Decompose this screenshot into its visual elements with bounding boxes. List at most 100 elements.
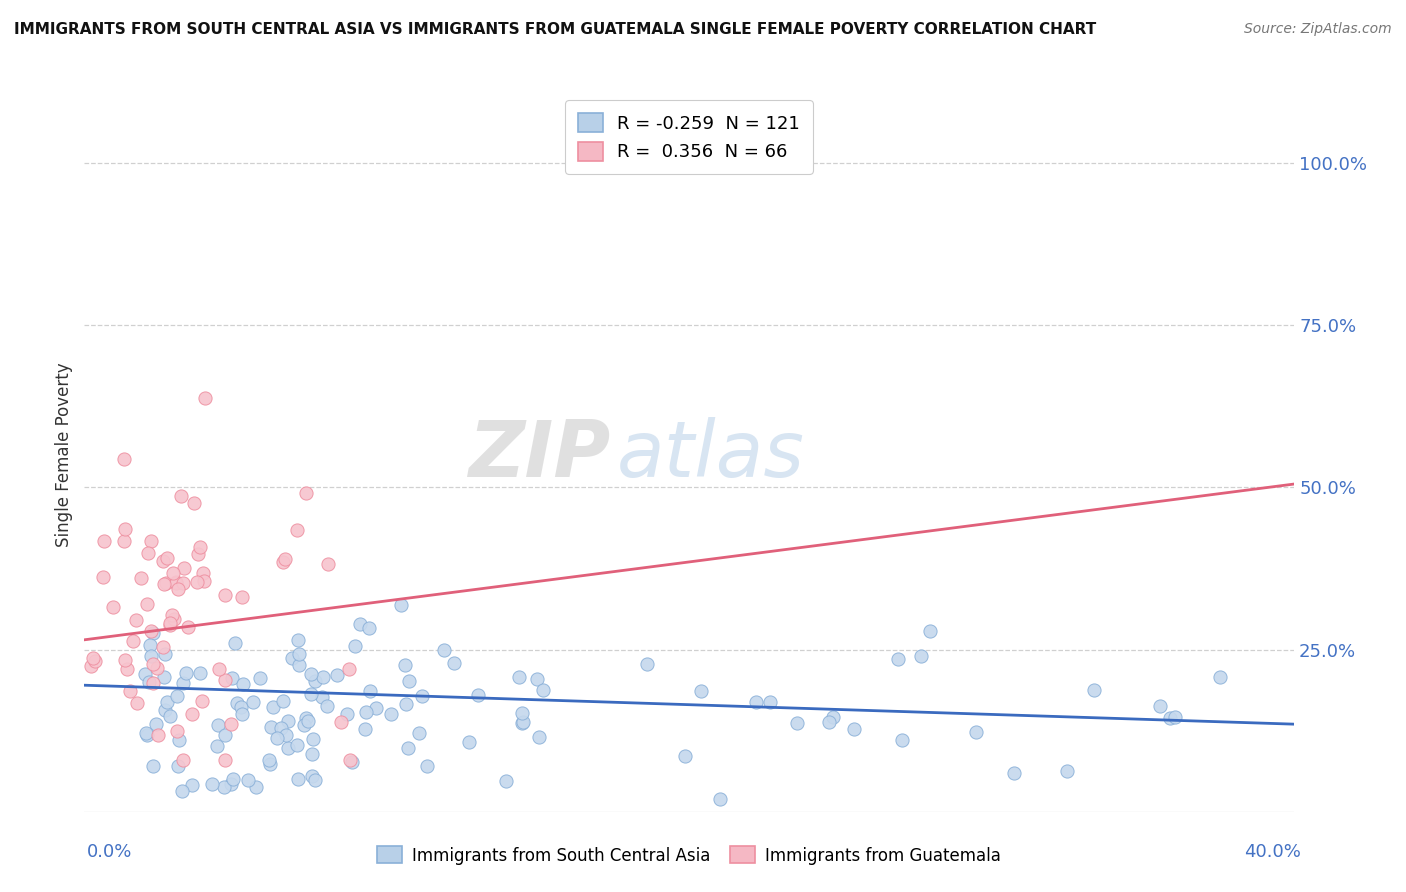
Point xyxy=(114,653,136,667)
Point xyxy=(354,723,377,737)
Point xyxy=(214,753,236,767)
Point xyxy=(214,728,236,742)
Point xyxy=(166,690,188,704)
Point xyxy=(281,651,304,665)
Point xyxy=(821,709,844,723)
Point xyxy=(458,735,481,749)
Point xyxy=(786,716,808,731)
Point xyxy=(207,717,229,731)
Text: atlas: atlas xyxy=(616,417,804,493)
Point xyxy=(356,705,378,719)
Point xyxy=(84,654,107,668)
Point xyxy=(891,733,914,747)
Point xyxy=(1149,698,1171,713)
Point xyxy=(172,676,194,690)
Point xyxy=(495,774,517,789)
Point xyxy=(359,621,381,635)
Point xyxy=(259,757,281,772)
Point xyxy=(271,694,294,708)
Point xyxy=(153,577,176,591)
Point xyxy=(297,714,319,729)
Point xyxy=(510,716,533,731)
Point xyxy=(191,694,214,708)
Point xyxy=(219,777,242,791)
Point xyxy=(224,636,246,650)
Point xyxy=(193,574,215,588)
Point xyxy=(125,613,148,627)
Point xyxy=(155,703,177,717)
Point xyxy=(339,753,361,767)
Point xyxy=(167,582,190,597)
Point xyxy=(169,489,191,503)
Point xyxy=(285,738,308,752)
Point xyxy=(229,700,252,714)
Point xyxy=(214,588,236,602)
Point xyxy=(389,598,412,612)
Point xyxy=(186,574,208,589)
Point xyxy=(162,566,184,581)
Text: Source: ZipAtlas.com: Source: ZipAtlas.com xyxy=(1244,22,1392,37)
Point xyxy=(1002,765,1025,780)
Point xyxy=(146,660,169,674)
Point xyxy=(141,624,163,639)
Point xyxy=(259,753,281,767)
Point xyxy=(262,699,284,714)
Point xyxy=(288,647,311,661)
Point xyxy=(359,684,381,698)
Point xyxy=(222,772,245,786)
Point xyxy=(167,758,190,772)
Point xyxy=(287,524,309,538)
Point xyxy=(886,652,908,666)
Point xyxy=(152,554,174,568)
Point xyxy=(673,748,696,763)
Point xyxy=(531,682,554,697)
Point xyxy=(231,706,253,721)
Point xyxy=(443,657,465,671)
Point xyxy=(172,575,194,590)
Point xyxy=(226,696,249,710)
Point xyxy=(1164,710,1187,724)
Point xyxy=(276,728,298,742)
Point xyxy=(117,662,139,676)
Point xyxy=(304,673,326,688)
Point xyxy=(176,620,198,634)
Point xyxy=(181,706,204,721)
Point xyxy=(396,740,419,755)
Point xyxy=(394,657,416,672)
Point xyxy=(965,724,987,739)
Point xyxy=(301,769,323,783)
Point xyxy=(817,714,839,729)
Text: ZIP: ZIP xyxy=(468,417,610,493)
Point xyxy=(165,574,187,589)
Point xyxy=(221,671,243,685)
Point xyxy=(159,709,181,723)
Point xyxy=(212,780,235,794)
Point xyxy=(172,753,194,767)
Point xyxy=(398,674,420,689)
Point xyxy=(245,780,267,795)
Point xyxy=(326,668,349,682)
Point xyxy=(80,658,103,673)
Point xyxy=(292,718,315,732)
Text: 0.0%: 0.0% xyxy=(87,843,132,861)
Point xyxy=(302,732,325,747)
Point xyxy=(299,687,322,701)
Point xyxy=(163,612,186,626)
Point xyxy=(526,672,548,686)
Point xyxy=(316,698,339,713)
Point xyxy=(249,671,271,685)
Point xyxy=(156,551,179,566)
Point xyxy=(188,540,211,554)
Point xyxy=(114,522,136,536)
Point xyxy=(156,695,179,709)
Point xyxy=(295,711,318,725)
Point xyxy=(153,647,176,661)
Point xyxy=(274,551,297,566)
Point xyxy=(288,658,311,673)
Point xyxy=(174,666,197,681)
Point xyxy=(142,675,165,690)
Point xyxy=(231,591,253,605)
Point xyxy=(1083,682,1105,697)
Point xyxy=(316,557,339,571)
Point xyxy=(271,555,294,569)
